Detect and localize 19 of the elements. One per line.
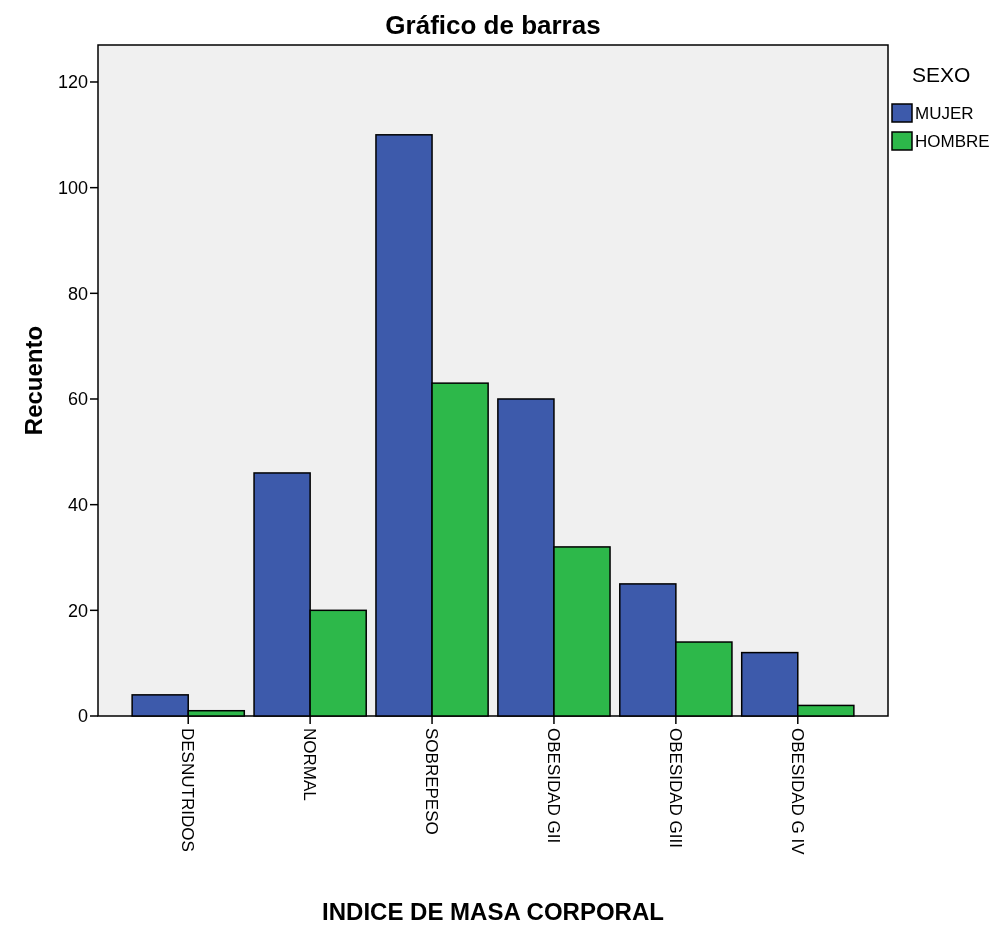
y-tick-label: 100: [57, 177, 88, 198]
x-tick-label: OBESIDAD G IV: [787, 728, 807, 856]
chart-title: Gráfico de barras: [385, 10, 601, 40]
x-tick-label: NORMAL: [300, 728, 320, 801]
y-tick-label: 40: [67, 494, 88, 515]
y-tick-label: 120: [57, 72, 88, 93]
y-tick-label: 0: [77, 706, 88, 727]
x-tick-label: SOBREPESO: [422, 728, 442, 835]
x-tick-label: OBESIDAD GIII: [665, 728, 685, 848]
y-tick-label: 80: [67, 283, 88, 304]
x-tick-label: OBESIDAD GII: [544, 728, 564, 844]
y-tick-label: 20: [67, 600, 88, 621]
legend-label: HOMBRE: [915, 131, 990, 151]
y-tick-label: 60: [67, 389, 88, 410]
y-axis-title: Recuento: [20, 325, 47, 436]
legend-label: MUJER: [915, 103, 974, 123]
x-axis-title: INDICE DE MASA CORPORAL: [322, 898, 664, 925]
x-tick-label: DESNUTRIDOS: [178, 728, 198, 852]
legend-title: SEXO: [912, 63, 971, 86]
